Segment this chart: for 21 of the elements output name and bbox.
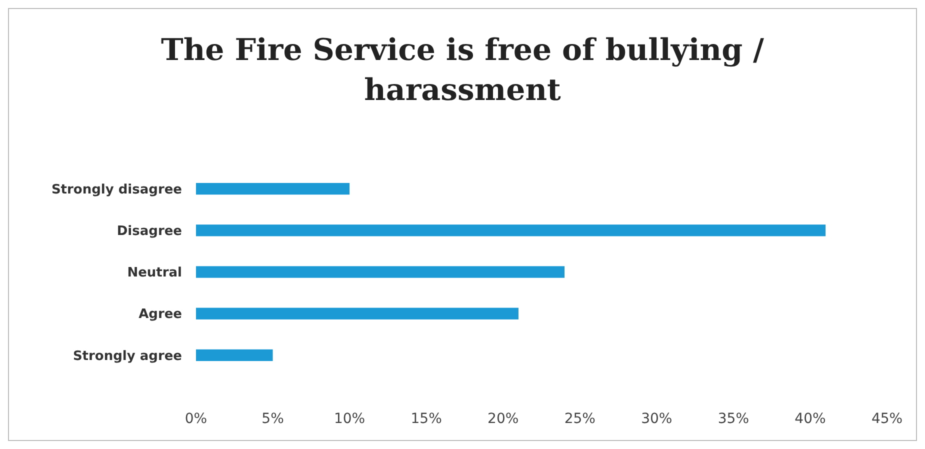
x-tick-label: 45% <box>871 411 903 427</box>
x-tick-label: 35% <box>718 411 750 427</box>
x-tick-label: 0% <box>184 411 208 427</box>
y-tick-label: Neutral <box>127 266 182 281</box>
x-tick-label: 20% <box>488 411 519 427</box>
bar <box>196 224 826 236</box>
y-tick-label: Agree <box>138 307 182 322</box>
x-tick-label: 40% <box>794 411 826 427</box>
x-tick-label: 30% <box>641 411 672 427</box>
y-tick-label: Disagree <box>116 224 182 239</box>
x-tick-label: 15% <box>410 411 442 427</box>
bar <box>196 182 350 195</box>
x-tick-label: 25% <box>564 411 596 427</box>
x-tick-label: 5% <box>262 411 284 427</box>
y-tick-label: Strongly disagree <box>51 182 182 198</box>
bar <box>196 349 273 362</box>
x-tick-label: 10% <box>334 411 366 427</box>
bar <box>196 266 565 278</box>
y-tick-label: Strongly agree <box>72 348 182 364</box>
chart-title: The Fire Service is free of bullying / harassment <box>161 33 764 108</box>
bar <box>196 308 518 320</box>
